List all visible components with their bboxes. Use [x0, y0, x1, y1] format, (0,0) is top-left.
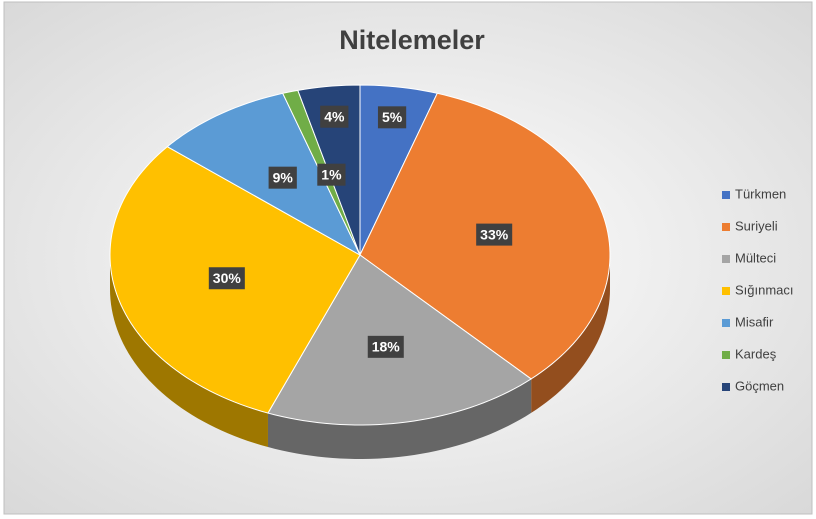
data-label-box — [208, 267, 245, 290]
data-label-box — [377, 106, 407, 129]
data-label-box — [268, 166, 297, 189]
pie-slice — [166, 92, 362, 257]
legend-label: Göçmen — [735, 378, 784, 393]
data-label-box — [317, 163, 346, 186]
legend-label: Türkmen — [735, 186, 786, 201]
data-label-text: 4% — [324, 108, 345, 124]
data-label-text: 18% — [372, 339, 401, 355]
chart-title: Nitelemeler — [339, 25, 485, 55]
legend-swatch — [722, 223, 730, 231]
legend: Türkmen Suriyeli Mülteci Sığınmacı Misafir Ka… — [722, 186, 794, 393]
data-label-text: 1% — [321, 166, 342, 182]
slice-side — [267, 378, 532, 459]
legend-swatch — [722, 255, 730, 263]
data-label-text: 30% — [213, 270, 242, 286]
legend-label: Sığınmacı — [735, 282, 794, 297]
data-label: 5% — [377, 106, 407, 129]
data-label: 18% — [367, 335, 404, 358]
data-label: 4% — [320, 105, 349, 128]
legend-swatch — [722, 351, 730, 359]
data-label-box — [476, 223, 513, 246]
legend-label: Misafir — [735, 314, 774, 329]
data-label-box — [367, 335, 404, 358]
legend-label: Mülteci — [735, 250, 776, 265]
slice-side — [531, 255, 610, 413]
data-label-box — [320, 105, 349, 128]
data-label: 1% — [317, 163, 346, 186]
legend-swatch — [722, 287, 730, 295]
slice-side — [110, 255, 268, 448]
legend-label: Suriyeli — [735, 218, 778, 233]
data-label-text: 9% — [273, 169, 294, 185]
legend-swatch — [722, 383, 730, 391]
data-label: 9% — [268, 166, 297, 189]
data-label: 30% — [208, 267, 245, 290]
legend-label: Kardeş — [735, 346, 777, 361]
data-label-text: 5% — [382, 109, 403, 125]
legend-swatch — [722, 319, 730, 327]
data-label-text: 33% — [480, 226, 509, 242]
legend-swatch — [722, 191, 730, 199]
data-label: 33% — [476, 223, 513, 246]
